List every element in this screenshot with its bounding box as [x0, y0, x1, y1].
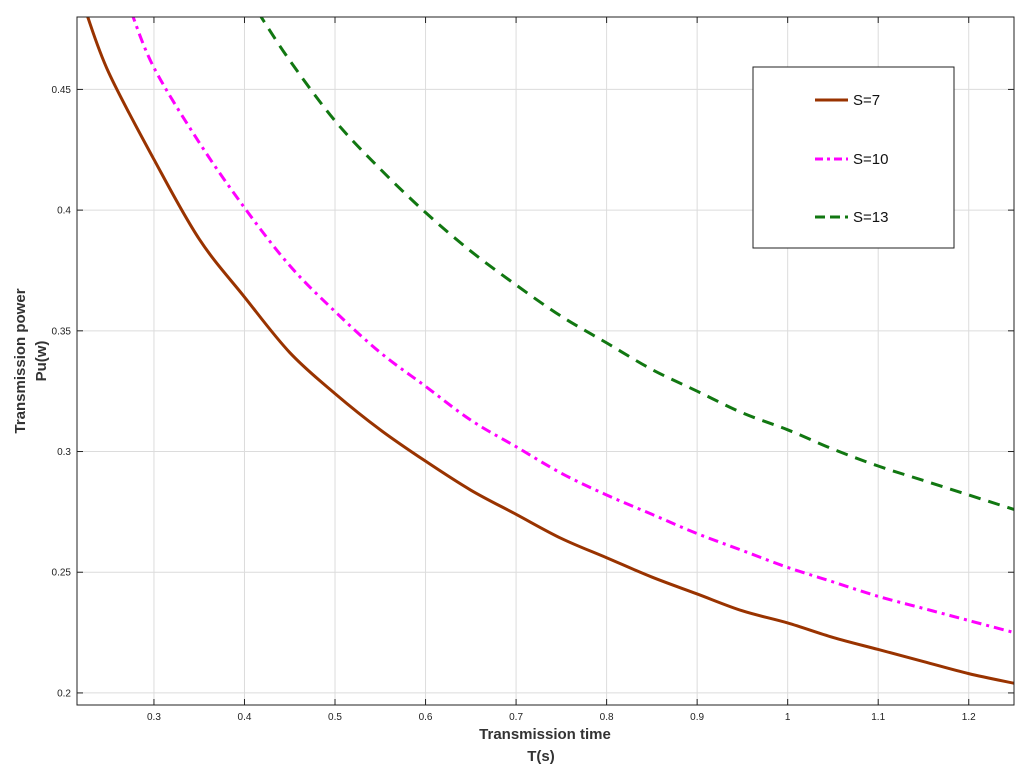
- series-line-s-13: [259, 17, 1014, 511]
- y-tick-label: 0.35: [52, 326, 72, 337]
- x-tick-label: 1: [785, 712, 791, 723]
- x-tick-label: 1.2: [962, 712, 976, 723]
- y-tick-label: 0.3: [57, 447, 71, 458]
- legend-label: S=10: [853, 151, 888, 168]
- legend-box: [752, 66, 955, 249]
- x-axis-title: Transmission time: [479, 726, 611, 743]
- grid: [77, 17, 1014, 705]
- y-axis-subtitle: Pu(w): [33, 341, 50, 382]
- x-tick-label: 0.8: [600, 712, 614, 723]
- x-tick-label: 0.6: [419, 712, 433, 723]
- y-axis-title: Transmission power: [12, 288, 29, 433]
- legend: S=7 S=10 S=13: [752, 66, 955, 249]
- legend-label: S=13: [853, 209, 888, 226]
- x-axis-subtitle: T(s): [527, 748, 555, 765]
- plot-frame: [76, 16, 1015, 706]
- x-tick-label: 0.3: [147, 712, 161, 723]
- x-tick-label: 0.4: [238, 712, 252, 723]
- legend-label: S=7: [853, 92, 880, 109]
- x-tick-label: 0.9: [690, 712, 704, 723]
- y-tick-label: 0.2: [57, 688, 71, 699]
- series-layer: [86, 17, 1014, 685]
- x-tick-label: 0.7: [509, 712, 523, 723]
- y-tick-label: 0.4: [57, 206, 71, 217]
- y-tick-label: 0.45: [52, 85, 72, 96]
- y-tick-label: 0.25: [52, 568, 72, 579]
- axis-ticks: 0.3 0.4 0.5 0.6 0.7 0.8 0.9 1 1.1 1.2 0.2 0.25 0.3 0.…: [52, 17, 1014, 723]
- x-tick-label: 0.5: [328, 712, 342, 723]
- series-line-s-7: [86, 17, 1014, 685]
- x-tick-label: 1.1: [871, 712, 885, 723]
